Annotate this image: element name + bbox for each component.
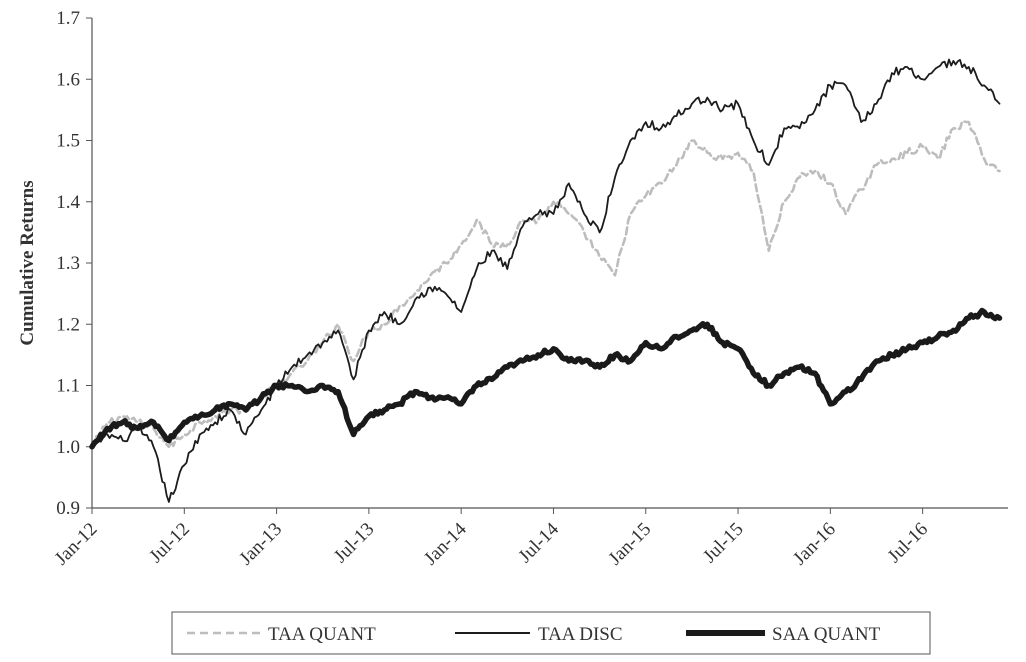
legend-label-saa-quant: SAA QUANT — [772, 624, 881, 645]
y-tick-label: 1.4 — [56, 192, 80, 213]
x-tick-label: Jul-14 — [515, 518, 564, 567]
y-tick-label: 1.5 — [56, 131, 80, 152]
x-tick-label: Jan-12 — [51, 519, 102, 570]
x-tick-label: Jul-16 — [884, 519, 932, 567]
legend-box — [171, 611, 931, 655]
y-tick-label: 0.9 — [56, 498, 80, 519]
legend: TAA QUANT TAA DISC SAA QUANT — [171, 611, 931, 655]
y-tick-label: 1.6 — [56, 69, 80, 90]
x-tick-label: Jan-14 — [420, 518, 471, 569]
legend-label-taa-quant: TAA QUANT — [268, 624, 376, 645]
y-tick-label: 1.1 — [56, 376, 80, 397]
x-tick-label: Jan-16 — [789, 519, 840, 570]
x-tick-label: Jan-13 — [235, 519, 286, 570]
y-axis: 0.9 1.0 1.1 1.2 1.3 1.4 1.5 1.6 1.7 — [56, 8, 93, 519]
series-line-saa-quant — [89, 307, 1003, 450]
legend-label-taa-disc: TAA DISC — [538, 624, 623, 645]
y-tick-label: 1.2 — [56, 314, 80, 335]
x-tick-label: Jul-13 — [330, 519, 378, 567]
y-tick-label: 1.0 — [56, 437, 80, 458]
y-axis-label: Cumulative Returns — [17, 180, 38, 345]
y-tick-label: 1.3 — [56, 253, 80, 274]
series-layer — [89, 58, 1003, 503]
y-tick-label: 1.7 — [56, 8, 80, 29]
x-tick-label: Jul-12 — [145, 519, 193, 567]
series-line-taa-quant — [90, 120, 1001, 449]
x-tick-label: Jul-15 — [699, 519, 747, 567]
x-axis: Jan-12 Jul-12 Jan-13 Jul-13 Jan-14 Jul-14 Jan-… — [51, 507, 1008, 570]
series-line-taa-disc — [91, 58, 1001, 503]
x-tick-label: Jan-15 — [605, 519, 656, 570]
